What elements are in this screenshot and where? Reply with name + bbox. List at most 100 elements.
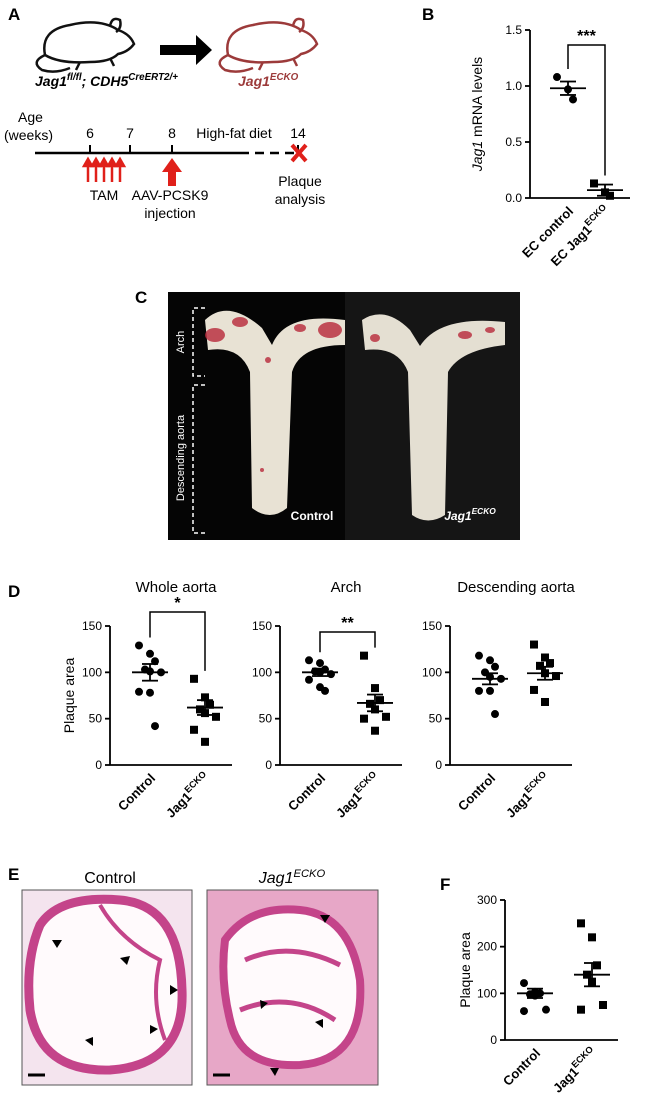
data-point (146, 649, 154, 658)
timepoint: 8 (168, 125, 176, 141)
text-segment: ECKO (570, 1044, 596, 1070)
photo-label: Descending aorta (175, 414, 187, 501)
data-point (366, 699, 374, 708)
data-point (530, 685, 538, 694)
data-point (305, 675, 313, 684)
data-point (305, 656, 313, 665)
chart-title: Arch (331, 579, 362, 596)
error-bar (312, 667, 328, 677)
age-label: Age (18, 109, 43, 125)
panel-label: E (8, 865, 19, 884)
data-point (371, 684, 379, 693)
data-point (201, 693, 209, 702)
x-tick-label: Control (500, 1046, 543, 1089)
x-tick-label: Control (285, 771, 328, 814)
y-axis-label: Plaque area (61, 658, 77, 734)
data-point (327, 670, 335, 679)
data-point (376, 696, 384, 705)
data-point (475, 651, 483, 660)
injection-label: AAV-PCSK9 (132, 187, 209, 203)
mouse-icon (218, 17, 319, 73)
error-bar (527, 987, 543, 999)
data-point (475, 686, 483, 695)
injection-arrow (162, 158, 182, 186)
data-point (316, 659, 324, 668)
significance-label: * (174, 595, 181, 612)
text-segment: fl/fl (67, 72, 82, 83)
text-segment: ECKO (472, 506, 497, 516)
timepoint: 14 (290, 125, 306, 141)
text-segment: mRNA levels (469, 57, 485, 141)
panel-label: A (8, 5, 20, 24)
y-tick-label: 50 (89, 712, 103, 726)
age-unit: (weeks) (4, 127, 53, 143)
data-point (151, 722, 159, 731)
data-point (201, 737, 209, 746)
text-segment: ECKO (293, 868, 325, 880)
photo-label: Jag1ECKO (444, 506, 496, 523)
data-point (360, 714, 368, 723)
x-tick-label: Jag1ECKO (162, 769, 214, 821)
data-point (491, 662, 499, 671)
y-tick-label: 0 (490, 1033, 497, 1047)
plaque-spots (370, 327, 495, 342)
chart-title: Descending aorta (457, 579, 575, 596)
error-bar (367, 693, 383, 713)
text-segment: ECKO (583, 202, 609, 228)
significance-bracket (567, 44, 606, 176)
significance-label: ** (341, 615, 354, 632)
y-tick-label: 1.5 (505, 23, 522, 37)
image-title: Jag1ECKO (258, 868, 326, 887)
text-segment: Jag1 (444, 509, 472, 523)
tissue (98, 904, 167, 1041)
y-tick-label: 100 (252, 665, 272, 679)
y-tick-label: 0 (95, 758, 102, 772)
y-tick-label: 0.0 (505, 191, 522, 205)
data-point (190, 725, 198, 734)
aorta (362, 314, 505, 521)
error-bar (537, 665, 553, 681)
text-segment: Jag1 (238, 73, 270, 89)
tam-arrows (81, 156, 127, 182)
y-tick-label: 200 (477, 940, 497, 954)
image-title: Control (84, 870, 136, 887)
arrow (160, 35, 212, 65)
panel-label: F (440, 875, 450, 894)
data-point (569, 95, 577, 104)
aorta (205, 310, 345, 515)
data-point (190, 674, 198, 683)
data-point (520, 1007, 528, 1016)
data-point (590, 179, 598, 188)
data-point (360, 651, 368, 660)
panel-label: D (8, 582, 20, 601)
photo-label: Arch (175, 331, 187, 354)
data-point (135, 641, 143, 650)
text-segment: Jag1 (35, 73, 67, 89)
text-segment: Jag1 (258, 870, 294, 887)
x-tick-label: Control (115, 771, 158, 814)
ecko-label: Jag1ECKO (238, 72, 299, 89)
timepoint: 7 (126, 125, 134, 141)
y-tick-label: 300 (477, 893, 497, 907)
y-tick-label: 0 (435, 758, 442, 772)
y-tick-label: 50 (429, 712, 443, 726)
error-bar (584, 962, 600, 988)
plaque-spots (205, 317, 342, 472)
x-tick-label: Jag1ECKO (502, 769, 554, 821)
data-point (553, 73, 561, 82)
tam-label: TAM (90, 187, 119, 203)
data-point (520, 979, 528, 988)
data-point (542, 1005, 550, 1014)
data-point (552, 672, 560, 681)
data-point (536, 661, 544, 670)
data-point (541, 697, 549, 706)
data-point (588, 933, 596, 942)
photo-label: Control (291, 509, 334, 523)
x-tick-label: Jag1ECKO (332, 769, 384, 821)
significance-bracket (319, 631, 376, 653)
chart-title: Whole aorta (136, 579, 218, 596)
y-axis-label: Jag1 mRNA levels (469, 57, 485, 172)
arrowheads (52, 915, 330, 1076)
data-point (146, 688, 154, 697)
